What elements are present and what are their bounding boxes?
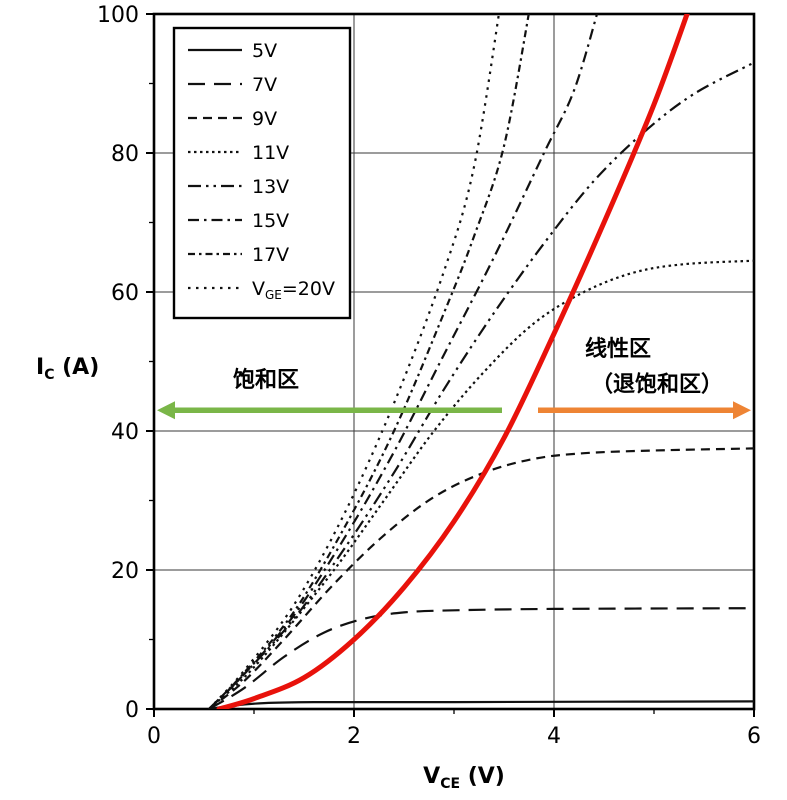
curve-vge-7V xyxy=(208,607,754,709)
legend-label: 11V xyxy=(252,142,289,164)
linear-region-arrow xyxy=(538,401,751,420)
x-tick-label: 6 xyxy=(747,724,761,749)
y-axis-title: IC (A) xyxy=(36,355,99,383)
x-tick-label: 4 xyxy=(547,724,561,749)
legend-box xyxy=(172,26,352,320)
legend-label: 17V xyxy=(252,244,289,266)
curve-vge-11V xyxy=(208,259,754,709)
legend-label: 13V xyxy=(252,176,289,198)
x-tick-label: 2 xyxy=(347,724,361,749)
saturation-region-arrow-head xyxy=(157,401,175,420)
legend-label: 7V xyxy=(252,74,277,96)
y-tick-label: 20 xyxy=(111,559,139,584)
x-axis-title: VCE (V) xyxy=(423,764,505,792)
curve-vge-9V xyxy=(208,447,754,709)
linear-region-label-line1: 线性区 xyxy=(585,336,651,362)
y-tick-label: 60 xyxy=(111,281,139,306)
curve-vge-13V xyxy=(208,61,754,709)
y-tick-label: 100 xyxy=(97,3,139,28)
y-tick-label: 80 xyxy=(111,142,139,167)
legend: 5V 7V 9V 11V 13V 15V 17V VGE=20V xyxy=(172,26,352,320)
axis-ticks xyxy=(146,13,755,717)
boundary-curve-red xyxy=(216,14,690,709)
linear-region-arrow-head xyxy=(733,401,751,420)
y-tick-label: 40 xyxy=(111,420,139,445)
legend-label: 9V xyxy=(252,108,277,130)
legend-label: 5V xyxy=(252,40,277,62)
saturation-region-label: 饱和区 xyxy=(233,367,299,393)
legend-label: 15V xyxy=(252,210,289,232)
linear-region-label-line2: （退饱和区） xyxy=(591,371,723,397)
x-tick-label: 0 xyxy=(147,724,161,749)
saturation-region-arrow xyxy=(157,401,502,420)
curve-vge-20V xyxy=(208,14,501,709)
curve-vge-15V xyxy=(208,14,599,709)
legend-label: VGE=20V xyxy=(252,278,335,302)
y-tick-label: 0 xyxy=(125,698,139,723)
